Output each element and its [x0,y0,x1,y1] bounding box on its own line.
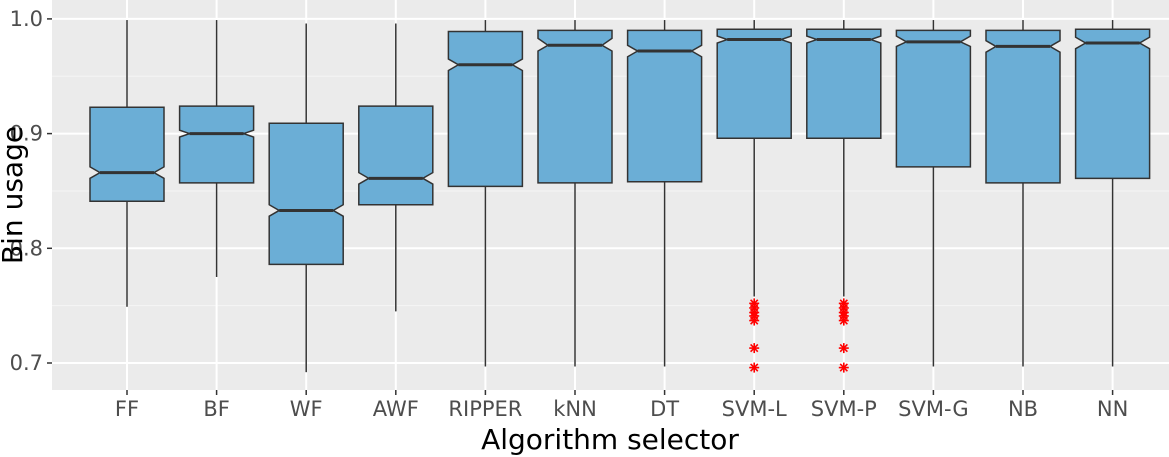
outlier-point [838,343,849,354]
box-svm-l [716,20,792,373]
box-nn [1074,20,1151,367]
outlier-stroke [839,343,848,353]
box-body [716,28,792,139]
x-tick-label: NN [1097,397,1128,421]
y-tick-label: 0.9 [10,122,43,146]
outlier-stroke [839,316,848,325]
x-tick-label: SVM-P [811,397,877,421]
x-tick-label: WF [290,397,323,421]
x-tick-label: SVM-G [898,397,968,421]
box-body [447,30,524,188]
box-bf [178,20,255,277]
y-tick-label: 0.7 [10,351,43,375]
outlier-stroke [750,363,759,372]
box-awf [358,23,434,312]
x-tick-label: AWF [373,397,419,421]
box-ripper [447,20,524,367]
y-tick-label: 0.8 [10,236,43,260]
box-body [537,29,613,184]
outlier-stroke [839,363,848,372]
outlier-point [838,362,849,373]
x-tick-label: BF [203,397,230,421]
x-tick-label: NB [1008,397,1038,421]
box-dt [626,20,703,367]
box-body [806,28,882,139]
box-svm-g [895,20,972,367]
x-tick-label: RIPPER [448,397,522,421]
y-axis: 0.7 0.8 0.9 1.0 [10,7,52,375]
box-body [178,105,255,184]
box-body [268,122,344,266]
box-body [895,29,972,168]
x-tick-label: FF [115,397,139,421]
x-axis: FF BF WF AWF RIPPER kNN DT SVM-L SVM-P SVM-G NB NN [115,390,1128,421]
box-svm-p [806,20,882,373]
outlier-point [749,343,760,354]
outlier-stroke [750,343,759,353]
x-tick-label: SVM-L [722,397,787,421]
box-body [358,105,434,206]
box-knn [537,20,613,367]
box-series [89,20,1151,373]
outlier-point [749,315,760,326]
outlier-point [749,362,760,373]
box-ff [89,20,165,307]
box-body [1074,28,1151,180]
x-tick-label: DT [650,397,679,421]
box-nb [985,20,1061,367]
y-axis-title: Bin usage [0,126,29,264]
outlier-point [838,315,849,326]
y-tick-label: 1.0 [10,7,43,31]
box-body [985,29,1061,184]
x-axis-title: Algorithm selector [481,423,739,456]
outlier-stroke [750,316,759,325]
x-tick-label: kNN [553,397,597,421]
box-wf [268,23,344,373]
box-body [626,29,703,183]
box-body [89,106,165,203]
